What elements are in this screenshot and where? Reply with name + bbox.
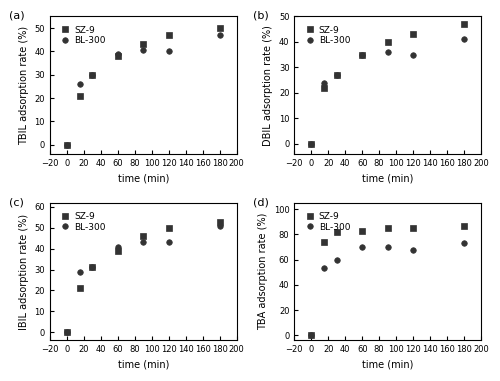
SZ-9 — [76, 286, 82, 291]
Legend: SZ-9, BL-300: SZ-9, BL-300 — [58, 24, 108, 47]
SZ-9 — [410, 226, 416, 231]
SZ-9 — [308, 333, 314, 338]
BL-300 — [321, 266, 327, 271]
BL-300 — [166, 240, 172, 245]
BL-300 — [90, 265, 96, 270]
SZ-9 — [166, 33, 172, 37]
Legend: SZ-9, BL-300: SZ-9, BL-300 — [302, 24, 352, 47]
X-axis label: time (min): time (min) — [118, 174, 169, 184]
BL-300 — [359, 245, 365, 249]
Line: SZ-9: SZ-9 — [64, 25, 222, 147]
SZ-9 — [410, 32, 416, 37]
X-axis label: time (min): time (min) — [362, 174, 414, 184]
Text: (a): (a) — [9, 11, 24, 21]
Legend: SZ-9, BL-300: SZ-9, BL-300 — [58, 210, 108, 234]
SZ-9 — [115, 54, 121, 58]
BL-300 — [115, 244, 121, 249]
BL-300 — [115, 51, 121, 56]
Y-axis label: IBIL adsorption rate (%): IBIL adsorption rate (%) — [19, 214, 29, 330]
SZ-9 — [115, 248, 121, 253]
SZ-9 — [64, 142, 70, 147]
SZ-9 — [384, 40, 390, 44]
BL-300 — [216, 33, 222, 37]
BL-300 — [359, 53, 365, 57]
Y-axis label: TBIL adsorption rate (%): TBIL adsorption rate (%) — [19, 26, 29, 145]
Text: (c): (c) — [9, 197, 24, 207]
Text: (d): (d) — [253, 197, 269, 207]
BL-300 — [410, 247, 416, 252]
Line: SZ-9: SZ-9 — [308, 223, 467, 338]
SZ-9 — [64, 330, 70, 335]
BL-300 — [334, 73, 340, 77]
Legend: SZ-9, BL-300: SZ-9, BL-300 — [302, 210, 352, 234]
BL-300 — [166, 49, 172, 54]
SZ-9 — [76, 93, 82, 98]
Line: BL-300: BL-300 — [308, 37, 467, 147]
SZ-9 — [384, 226, 390, 231]
BL-300 — [140, 48, 146, 53]
Y-axis label: TBA adsorption rate (%): TBA adsorption rate (%) — [258, 213, 268, 330]
BL-300 — [308, 142, 314, 146]
SZ-9 — [359, 53, 365, 57]
Line: SZ-9: SZ-9 — [64, 219, 222, 335]
BL-300 — [410, 53, 416, 57]
X-axis label: time (min): time (min) — [118, 360, 169, 370]
BL-300 — [334, 257, 340, 262]
BL-300 — [140, 240, 146, 245]
SZ-9 — [321, 240, 327, 244]
SZ-9 — [140, 234, 146, 239]
BL-300 — [76, 269, 82, 274]
SZ-9 — [334, 73, 340, 77]
SZ-9 — [334, 229, 340, 234]
SZ-9 — [461, 22, 467, 26]
SZ-9 — [216, 26, 222, 30]
SZ-9 — [321, 86, 327, 90]
SZ-9 — [461, 223, 467, 228]
BL-300 — [64, 142, 70, 147]
SZ-9 — [359, 228, 365, 233]
Line: BL-300: BL-300 — [64, 32, 222, 147]
SZ-9 — [216, 219, 222, 224]
SZ-9 — [166, 226, 172, 230]
SZ-9 — [90, 72, 96, 77]
X-axis label: time (min): time (min) — [362, 360, 414, 370]
SZ-9 — [140, 42, 146, 47]
Y-axis label: DBIL adsorption rate (%): DBIL adsorption rate (%) — [264, 25, 274, 146]
Text: (b): (b) — [253, 11, 269, 21]
BL-300 — [64, 330, 70, 335]
BL-300 — [384, 50, 390, 54]
BL-300 — [461, 37, 467, 42]
BL-300 — [321, 80, 327, 85]
BL-300 — [90, 72, 96, 77]
Line: BL-300: BL-300 — [64, 223, 222, 335]
BL-300 — [308, 333, 314, 338]
SZ-9 — [308, 142, 314, 146]
Line: BL-300: BL-300 — [308, 240, 467, 338]
BL-300 — [216, 223, 222, 228]
BL-300 — [461, 241, 467, 245]
BL-300 — [384, 245, 390, 249]
Line: SZ-9: SZ-9 — [308, 21, 467, 147]
BL-300 — [76, 82, 82, 86]
SZ-9 — [90, 265, 96, 270]
